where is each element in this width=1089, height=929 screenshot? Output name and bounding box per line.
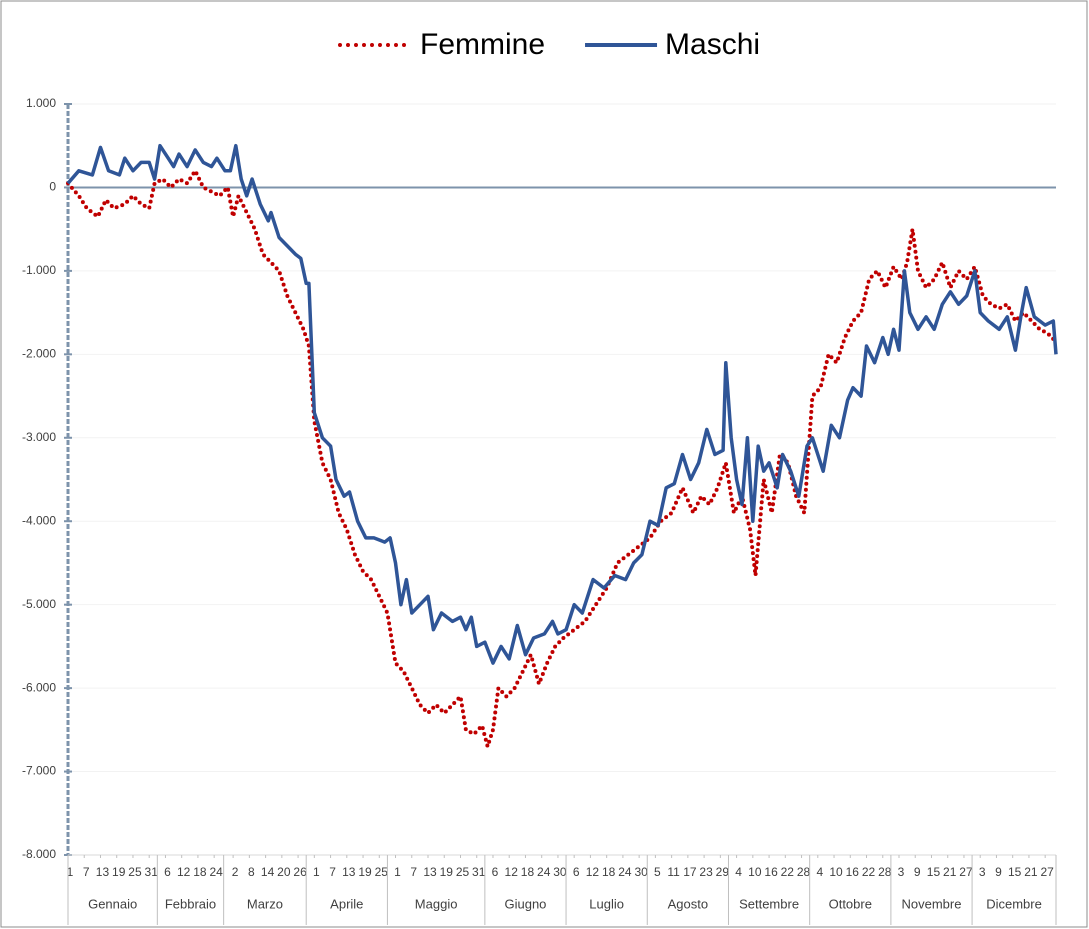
- x-tick-label: 7: [83, 865, 90, 879]
- x-tick-label: 18: [193, 865, 207, 879]
- x-tick-label: 10: [748, 865, 762, 879]
- x-tick-label: 18: [602, 865, 616, 879]
- x-tick-label: 1: [67, 865, 74, 879]
- x-tick-label: 25: [375, 865, 389, 879]
- x-tick-label: 23: [699, 865, 713, 879]
- x-tick-label: 7: [410, 865, 417, 879]
- x-tick-label: 20: [277, 865, 291, 879]
- x-tick-label: 31: [472, 865, 486, 879]
- y-tick-label: 0: [49, 180, 56, 194]
- y-tick-label: -5.000: [22, 597, 56, 611]
- month-label: Ottobre: [829, 896, 872, 911]
- series-line: [66, 143, 1058, 665]
- x-tick-label: 6: [492, 865, 499, 879]
- y-tick-label: -2.000: [22, 347, 56, 361]
- month-label: Febbraio: [165, 896, 216, 911]
- x-tick-label: 15: [927, 865, 941, 879]
- x-tick-label: 18: [521, 865, 535, 879]
- x-tick-label: 12: [177, 865, 191, 879]
- month-label: Marzo: [247, 896, 283, 911]
- month-label: Maggio: [415, 896, 458, 911]
- x-tick-label: 21: [1024, 865, 1038, 879]
- x-tick-label: 9: [995, 865, 1002, 879]
- x-tick-label: 31: [145, 865, 159, 879]
- x-tick-label: 13: [96, 865, 110, 879]
- month-label: Luglio: [589, 896, 624, 911]
- x-tick-label: 4: [816, 865, 823, 879]
- legend-label: Femmine: [420, 28, 545, 61]
- y-tick-label: -3.000: [22, 430, 56, 444]
- x-tick-label: 28: [797, 865, 811, 879]
- x-tick-label: 24: [537, 865, 551, 879]
- month-label: Agosto: [668, 896, 708, 911]
- x-tick-label: 3: [898, 865, 905, 879]
- x-tick-label: 2: [232, 865, 239, 879]
- x-tick-label: 21: [943, 865, 957, 879]
- x-tick-label: 3: [979, 865, 986, 879]
- x-tick-label: 1: [394, 865, 401, 879]
- x-tick-label: 6: [164, 865, 171, 879]
- x-tick-label: 14: [261, 865, 275, 879]
- x-tick-label: 24: [618, 865, 632, 879]
- x-tick-label: 19: [112, 865, 126, 879]
- x-tick-label: 22: [862, 865, 876, 879]
- y-tick-label: -7.000: [22, 764, 56, 778]
- x-tick-label: 7: [329, 865, 336, 879]
- x-tick-label: 26: [293, 865, 307, 879]
- y-tick-label: -8.000: [22, 847, 56, 861]
- y-tick-label: -6.000: [22, 680, 56, 694]
- x-tick-label: 4: [735, 865, 742, 879]
- x-tick-label: 13: [423, 865, 437, 879]
- x-tick-label: 1: [313, 865, 320, 879]
- y-tick-label: 1.000: [26, 96, 56, 110]
- x-tick-label: 22: [781, 865, 795, 879]
- x-tick-label: 17: [683, 865, 697, 879]
- x-tick-label: 11: [667, 865, 680, 879]
- x-tick-label: 29: [716, 865, 730, 879]
- month-label: Aprile: [330, 896, 363, 911]
- y-tick-label: -4.000: [22, 513, 56, 527]
- month-label: Gennaio: [88, 896, 137, 911]
- x-tick-label: 8: [248, 865, 255, 879]
- x-tick-label: 27: [959, 865, 973, 879]
- x-tick-label: 12: [505, 865, 519, 879]
- x-tick-label: 30: [553, 865, 567, 879]
- x-tick-label: 16: [764, 865, 778, 879]
- x-tick-label: 12: [586, 865, 600, 879]
- x-tick-label: 6: [573, 865, 580, 879]
- x-tick-label: 25: [456, 865, 470, 879]
- x-tick-label: 28: [878, 865, 892, 879]
- month-label: Giugno: [504, 896, 546, 911]
- x-tick-label: 9: [914, 865, 921, 879]
- legend-label: Maschi: [665, 28, 760, 61]
- x-tick-label: 19: [440, 865, 454, 879]
- month-label: Settembre: [739, 896, 799, 911]
- y-tick-label: -1.000: [22, 263, 56, 277]
- x-tick-label: 24: [209, 865, 223, 879]
- x-tick-label: 10: [829, 865, 843, 879]
- x-tick-label: 13: [342, 865, 356, 879]
- series-line: [66, 168, 1058, 749]
- x-tick-label: 5: [654, 865, 661, 879]
- x-tick-label: 30: [634, 865, 648, 879]
- x-tick-label: 16: [846, 865, 860, 879]
- x-tick-label: 27: [1040, 865, 1054, 879]
- month-label: Dicembre: [986, 896, 1042, 911]
- x-tick-label: 19: [358, 865, 372, 879]
- month-label: Novembre: [902, 896, 962, 911]
- x-tick-label: 25: [128, 865, 142, 879]
- x-tick-label: 15: [1008, 865, 1022, 879]
